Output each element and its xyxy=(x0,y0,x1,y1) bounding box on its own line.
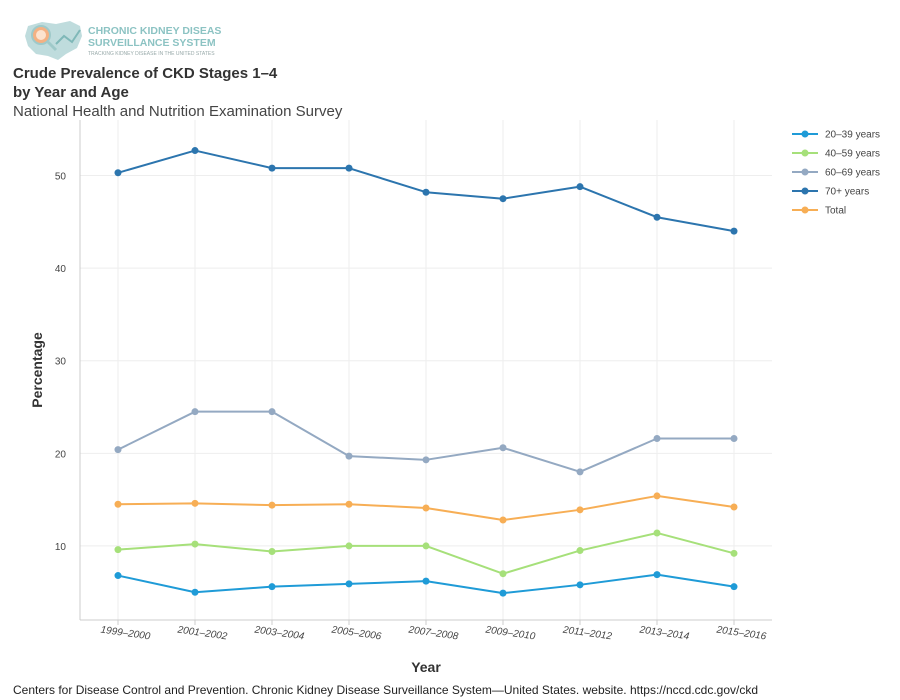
data-point[interactable] xyxy=(653,435,661,443)
legend-label: Total xyxy=(825,206,846,217)
ckd-surveillance-logo: CHRONIC KIDNEY DISEASE SURVEILLANCE SYST… xyxy=(25,21,222,60)
x-axis-title: Year xyxy=(411,659,441,675)
chart-title-line1: Crude Prevalence of CKD Stages 1–4 xyxy=(13,65,278,82)
y-tick-label: 10 xyxy=(55,542,67,553)
logo-tagline: TRACKING KIDNEY DISEASE IN THE UNITED ST… xyxy=(88,51,215,57)
data-point[interactable] xyxy=(499,195,507,203)
logo-line1: CHRONIC KIDNEY DISEASE xyxy=(88,25,222,37)
data-point[interactable] xyxy=(191,408,199,416)
y-tick-label: 20 xyxy=(55,449,67,460)
legend-item[interactable]: 60–69 years xyxy=(792,168,880,179)
data-series xyxy=(114,147,738,597)
legend-swatch-marker xyxy=(801,130,809,138)
chart-title-line2: by Year and Age xyxy=(13,84,129,101)
legend-label: 60–69 years xyxy=(825,168,880,179)
legend-label: 20–39 years xyxy=(825,130,880,141)
x-tick-label: 2009–2010 xyxy=(484,624,537,642)
series-0 xyxy=(114,571,738,597)
y-tick-label: 50 xyxy=(55,172,67,183)
x-tick-label: 1999–2000 xyxy=(100,625,152,643)
legend-item[interactable]: 20–39 years xyxy=(792,130,880,141)
x-tick-labels: 1999–2000 2001–2002 2003–2004 2005–2006 2007… xyxy=(100,624,768,642)
data-point[interactable] xyxy=(576,506,584,514)
series-4 xyxy=(114,492,738,524)
data-point[interactable] xyxy=(499,589,507,597)
data-point[interactable] xyxy=(653,492,661,500)
data-point[interactable] xyxy=(268,501,276,509)
legend-item[interactable]: 40–59 years xyxy=(792,149,880,160)
data-point[interactable] xyxy=(345,164,353,172)
x-tick-label: 2001–2002 xyxy=(176,624,229,642)
data-point[interactable] xyxy=(730,549,738,557)
x-tick-label: 2005–2006 xyxy=(330,624,383,642)
data-point[interactable] xyxy=(422,504,430,512)
legend-swatch-marker xyxy=(801,168,809,176)
source-citation: Centers for Disease Control and Preventi… xyxy=(13,683,759,697)
legend-swatch-marker xyxy=(801,187,809,195)
data-point[interactable] xyxy=(422,456,430,464)
data-point[interactable] xyxy=(114,446,122,454)
data-point[interactable] xyxy=(730,503,738,511)
legend-item[interactable]: Total xyxy=(792,206,846,217)
data-point[interactable] xyxy=(268,164,276,172)
y-tick-label: 40 xyxy=(55,264,67,275)
data-point[interactable] xyxy=(730,583,738,591)
data-point[interactable] xyxy=(730,435,738,443)
data-point[interactable] xyxy=(268,408,276,416)
data-point[interactable] xyxy=(422,577,430,585)
data-point[interactable] xyxy=(499,516,507,524)
data-point[interactable] xyxy=(653,529,661,537)
legend-swatch-marker xyxy=(801,206,809,214)
data-point[interactable] xyxy=(268,547,276,555)
legend-swatch-marker xyxy=(801,149,809,157)
data-point[interactable] xyxy=(499,444,507,452)
legend-label: 70+ years xyxy=(825,187,869,198)
data-point[interactable] xyxy=(268,583,276,591)
data-point[interactable] xyxy=(730,227,738,235)
data-point[interactable] xyxy=(345,580,353,588)
data-point[interactable] xyxy=(191,588,199,596)
y-tick-label: 30 xyxy=(55,357,67,368)
data-point[interactable] xyxy=(576,547,584,555)
x-tick-label: 2003–2004 xyxy=(253,624,306,642)
data-point[interactable] xyxy=(114,546,122,554)
legend-label: 40–59 years xyxy=(825,149,880,160)
data-point[interactable] xyxy=(191,147,199,155)
series-1 xyxy=(114,529,738,578)
x-tick-label: 2011–2012 xyxy=(561,625,613,643)
data-point[interactable] xyxy=(499,570,507,578)
axes xyxy=(79,120,772,621)
data-point[interactable] xyxy=(114,500,122,508)
data-point[interactable] xyxy=(191,499,199,507)
data-point[interactable] xyxy=(576,581,584,589)
legend-item[interactable]: 70+ years xyxy=(792,187,869,198)
data-point[interactable] xyxy=(114,169,122,177)
data-point[interactable] xyxy=(191,540,199,548)
data-point[interactable] xyxy=(422,542,430,550)
y-axis-title: Percentage xyxy=(29,332,45,408)
chart-subtitle: National Health and Nutrition Examinatio… xyxy=(13,103,343,120)
data-point[interactable] xyxy=(345,542,353,550)
data-point[interactable] xyxy=(653,213,661,221)
legend[interactable]: 20–39 years 40–59 years 60–69 years 70+ yea… xyxy=(792,130,880,217)
data-point[interactable] xyxy=(345,452,353,460)
x-tick-label: 2007–2008 xyxy=(407,624,460,642)
x-tick-label: 2013–2014 xyxy=(638,624,691,642)
series-2 xyxy=(114,408,738,476)
series-3 xyxy=(114,147,738,235)
x-tick-label: 2015–2016 xyxy=(715,624,768,642)
data-point[interactable] xyxy=(422,188,430,196)
chart-header: Crude Prevalence of CKD Stages 1–4 by Ye… xyxy=(13,64,342,121)
data-point[interactable] xyxy=(345,500,353,508)
logo-line2: SURVEILLANCE SYSTEM xyxy=(88,37,216,49)
data-point[interactable] xyxy=(114,572,122,580)
data-point[interactable] xyxy=(576,468,584,476)
data-point[interactable] xyxy=(576,183,584,191)
data-point[interactable] xyxy=(653,571,661,579)
y-tick-labels: 10 20 30 40 50 xyxy=(55,172,67,553)
